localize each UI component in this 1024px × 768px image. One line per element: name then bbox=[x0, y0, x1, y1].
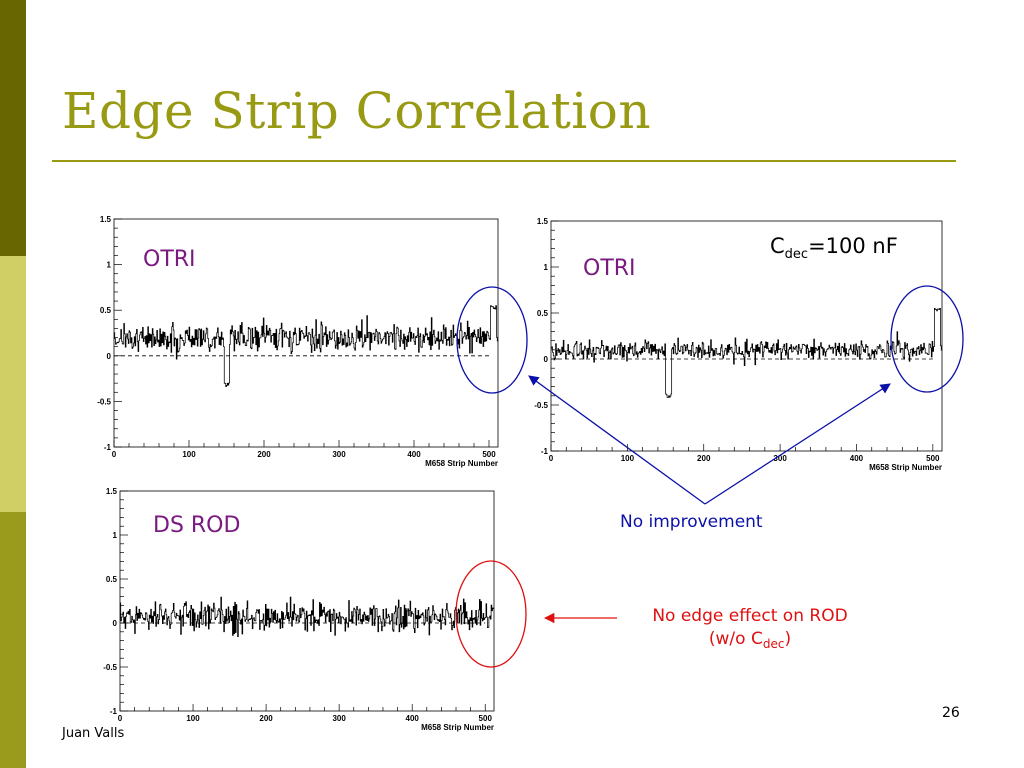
cdec-value: =100 nF bbox=[808, 234, 898, 258]
y-tick-label: 0.5 bbox=[100, 306, 112, 315]
no-edge-line-1: No edge effect on ROD bbox=[652, 606, 848, 626]
y-tick-label: -0.5 bbox=[97, 397, 111, 406]
x-tick-label: 300 bbox=[773, 454, 787, 463]
y-tick-label: 0 bbox=[544, 355, 549, 364]
cdec-symbol: C bbox=[770, 234, 785, 258]
x-tick-label: 400 bbox=[407, 450, 421, 459]
x-tick-label: 400 bbox=[850, 454, 864, 463]
y-tick-label: 1 bbox=[544, 263, 549, 272]
decorative-sidebar-dark bbox=[0, 0, 26, 256]
decorative-sidebar-light bbox=[0, 256, 26, 512]
y-tick-label: 0 bbox=[107, 352, 112, 361]
x-tick-label: 100 bbox=[186, 714, 200, 723]
y-tick-label: -1 bbox=[110, 707, 118, 716]
x-tick-label: 200 bbox=[259, 714, 273, 723]
cdec-subscript: dec bbox=[784, 247, 809, 262]
no-edge-effect-note: No edge effect on ROD (w/o Cdec) bbox=[620, 605, 880, 652]
slide-title: Edge Strip Correlation bbox=[62, 82, 652, 140]
y-tick-label: 0.5 bbox=[537, 309, 549, 318]
x-axis-title: M658 Strip Number bbox=[869, 463, 942, 472]
x-tick-label: 100 bbox=[621, 454, 635, 463]
x-tick-label: 0 bbox=[118, 714, 123, 723]
x-tick-label: 500 bbox=[926, 454, 940, 463]
page-number: 26 bbox=[942, 705, 960, 721]
x-axis-title: M658 Strip Number bbox=[425, 459, 498, 468]
footer-author: Juan Valls bbox=[62, 726, 125, 741]
x-tick-label: 200 bbox=[697, 454, 711, 463]
y-tick-label: 1 bbox=[107, 261, 112, 270]
x-tick-label: 500 bbox=[479, 714, 493, 723]
x-tick-label: 200 bbox=[257, 450, 271, 459]
plot-ds-rod-bottom-left: 0 100 200 300 400 500 -1 -0.5 0 0.5 1 1.5 M658 Strip… bbox=[88, 478, 502, 732]
panel-label-ds-rod: DS ROD bbox=[153, 513, 241, 538]
y-tick-label: 1.5 bbox=[537, 217, 549, 226]
decorative-sidebar-olive bbox=[0, 512, 26, 768]
strip-correlation-trace bbox=[551, 308, 942, 398]
strip-correlation-trace bbox=[114, 305, 498, 388]
y-tick-label: 1.5 bbox=[106, 487, 118, 496]
x-tick-label: 500 bbox=[482, 450, 496, 459]
x-tick-label: 0 bbox=[112, 450, 117, 459]
y-tick-label: -1 bbox=[541, 447, 549, 456]
x-tick-label: 300 bbox=[332, 450, 346, 459]
no-edge-open: (w/o C bbox=[708, 628, 763, 649]
y-tick-label: -0.5 bbox=[534, 401, 548, 410]
panel-label-otri-1: OTRI bbox=[143, 247, 196, 272]
y-tick-label: -0.5 bbox=[103, 663, 117, 672]
x-tick-label: 300 bbox=[332, 714, 346, 723]
y-tick-label: 1 bbox=[113, 531, 118, 540]
y-tick-label: 1.5 bbox=[100, 215, 112, 224]
x-tick-label: 100 bbox=[182, 450, 196, 459]
title-underline bbox=[52, 160, 956, 162]
no-improvement-note: No improvement bbox=[620, 512, 763, 532]
x-tick-label: 0 bbox=[549, 454, 554, 463]
y-tick-label: 0.5 bbox=[106, 575, 118, 584]
y-tick-label: -1 bbox=[104, 443, 112, 452]
decoupling-capacitor-note: Cdec=100 nF bbox=[770, 234, 898, 262]
x-axis-title: M658 Strip Number bbox=[421, 723, 494, 732]
no-edge-close: ) bbox=[784, 628, 792, 649]
x-tick-label: 400 bbox=[406, 714, 420, 723]
y-tick-label: 0 bbox=[113, 619, 118, 628]
no-edge-subscript: dec bbox=[762, 636, 785, 651]
no-edge-line-2: (w/o Cdec) bbox=[620, 628, 880, 652]
strip-correlation-trace bbox=[120, 596, 494, 637]
plot-otri-top-left: 0 100 200 300 400 500 -1 -0.5 0 0.5 1 1.5 M658 Strip… bbox=[82, 207, 502, 469]
panel-label-otri-2: OTRI bbox=[583, 256, 636, 281]
